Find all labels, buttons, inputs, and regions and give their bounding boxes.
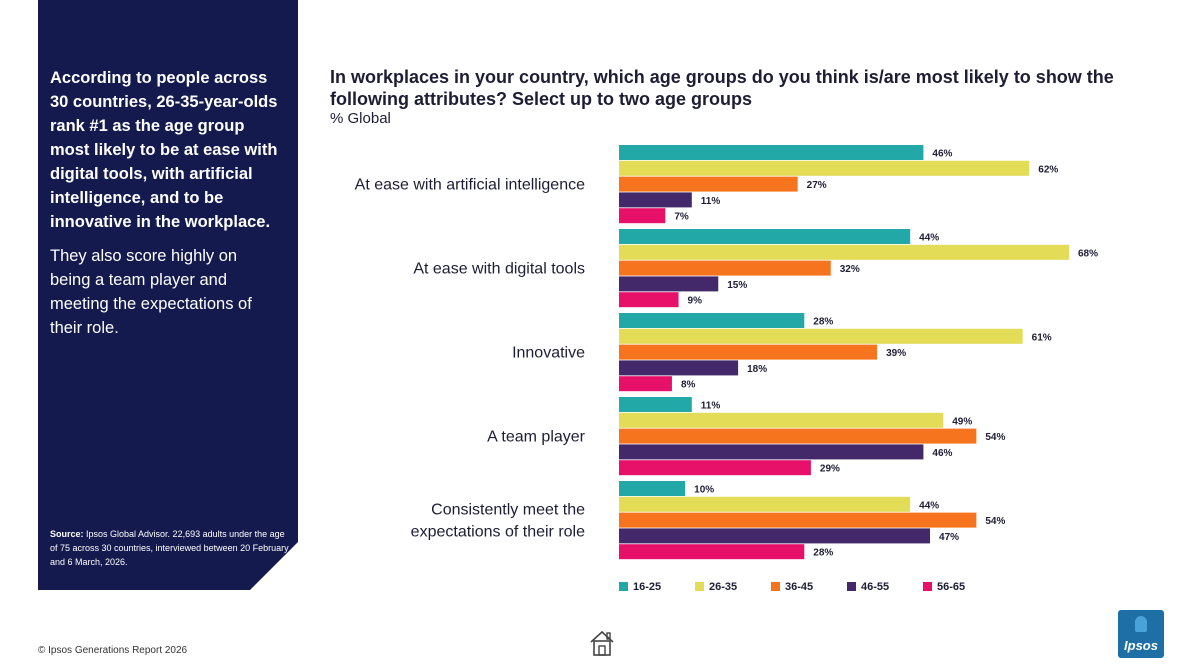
category-label: At ease with artificial intelligence xyxy=(355,177,585,194)
legend-label: 16-25 xyxy=(633,581,661,593)
bar-26-35 xyxy=(619,328,1023,344)
data-label: 29% xyxy=(820,464,840,475)
bar-56-65 xyxy=(619,460,811,476)
data-label: 39% xyxy=(886,348,906,359)
data-label: 61% xyxy=(1032,332,1052,343)
category-label: A team player xyxy=(487,429,586,446)
data-label: 15% xyxy=(727,280,747,291)
data-label: 32% xyxy=(840,264,860,275)
summary-panel: According to people across 30 countries,… xyxy=(38,0,298,590)
chart-title: In workplaces in your country, which age… xyxy=(330,67,1114,109)
bar-56-65 xyxy=(619,376,672,392)
footer-copyright: © Ipsos Generations Report 2026 xyxy=(38,645,188,656)
bar-26-35 xyxy=(619,412,944,428)
bar-56-65 xyxy=(619,292,679,308)
bar-46-55 xyxy=(619,528,931,544)
bar-46-55 xyxy=(619,192,692,208)
bar-56-65 xyxy=(619,544,805,560)
data-label: 28% xyxy=(813,317,833,328)
logo-text: Ipsos xyxy=(1124,638,1158,653)
category-label: Innovative xyxy=(512,345,585,362)
bar-36-45 xyxy=(619,176,798,192)
data-label: 27% xyxy=(807,180,827,191)
bar-56-65 xyxy=(619,208,666,224)
legend-swatch xyxy=(847,582,856,591)
category-label: expectations of their role xyxy=(411,524,585,541)
bar-16-25 xyxy=(619,397,692,412)
bar-46-55 xyxy=(619,444,924,460)
data-label: 62% xyxy=(1038,164,1058,175)
category-label: At ease with digital tools xyxy=(413,261,585,278)
data-label: 68% xyxy=(1078,248,1098,259)
data-label: 8% xyxy=(681,380,696,391)
source-note: Source: Ipsos Global Advisor. 22,693 adu… xyxy=(50,527,290,569)
bar-16-25 xyxy=(619,313,805,328)
category-label: Consistently meet the xyxy=(431,502,585,519)
data-label: 46% xyxy=(932,448,952,459)
bar-36-45 xyxy=(619,512,977,528)
legend-swatch xyxy=(619,582,628,591)
data-label: 11% xyxy=(701,196,721,207)
source-text: Ipsos Global Advisor. 22,693 adults unde… xyxy=(50,529,289,567)
bar-16-25 xyxy=(619,145,924,160)
chart-subtitle: % Global xyxy=(330,110,391,127)
bar-16-25 xyxy=(619,481,686,496)
data-label: 54% xyxy=(985,432,1005,443)
data-label: 10% xyxy=(694,485,714,496)
legend-swatch xyxy=(923,582,932,591)
logo-mark xyxy=(1135,616,1147,632)
data-label: 18% xyxy=(747,364,767,375)
bar-16-25 xyxy=(619,229,911,244)
bar-26-35 xyxy=(619,244,1069,260)
data-label: 44% xyxy=(919,500,939,511)
legend-label: 26-35 xyxy=(709,581,737,593)
data-label: 47% xyxy=(939,532,959,543)
data-label: 49% xyxy=(952,416,972,427)
bar-36-45 xyxy=(619,428,977,444)
bar-46-55 xyxy=(619,276,719,292)
source-label: Source: xyxy=(50,529,84,539)
data-label: 11% xyxy=(701,401,721,412)
bar-36-45 xyxy=(619,260,831,276)
bar-36-45 xyxy=(619,344,878,360)
data-label: 46% xyxy=(932,149,952,160)
data-label: 44% xyxy=(919,233,939,244)
legend-swatch xyxy=(771,582,780,591)
bar-26-35 xyxy=(619,496,911,512)
summary-headline: According to people across 30 countries,… xyxy=(50,69,278,231)
legend-label: 36-45 xyxy=(785,581,813,593)
data-label: 54% xyxy=(985,516,1005,527)
bar-26-35 xyxy=(619,160,1030,176)
legend-label: 46-55 xyxy=(861,581,889,593)
home-icon[interactable] xyxy=(588,628,616,663)
bar-46-55 xyxy=(619,360,739,376)
data-label: 7% xyxy=(674,212,689,223)
ipsos-logo: Ipsos xyxy=(1118,610,1164,658)
summary-body: They also score highly on being a team p… xyxy=(50,247,252,337)
legend-label: 56-65 xyxy=(937,581,965,593)
legend-swatch xyxy=(695,582,704,591)
summary-text: According to people across 30 countries,… xyxy=(50,66,278,340)
data-label: 28% xyxy=(813,548,833,559)
data-label: 9% xyxy=(688,296,703,307)
